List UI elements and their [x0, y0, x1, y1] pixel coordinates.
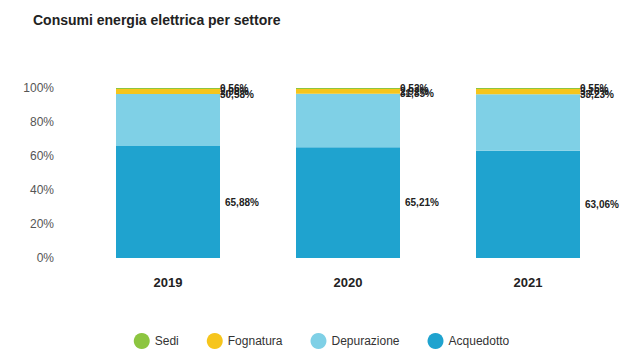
svg-text:65,88%: 65,88% — [225, 197, 259, 208]
svg-text:0,52%: 0,52% — [400, 83, 428, 94]
svg-text:Sedi: Sedi — [155, 334, 179, 348]
svg-text:2020: 2020 — [334, 275, 363, 290]
svg-text:0%: 0% — [37, 251, 55, 265]
svg-text:Acquedotto: Acquedotto — [449, 334, 510, 348]
svg-text:2019: 2019 — [154, 275, 183, 290]
svg-text:80%: 80% — [30, 115, 54, 129]
svg-text:60%: 60% — [30, 149, 54, 163]
svg-text:0,55%: 0,55% — [580, 83, 608, 94]
svg-text:63,06%: 63,06% — [585, 199, 619, 210]
svg-text:65,21%: 65,21% — [405, 197, 439, 208]
svg-text:2021: 2021 — [514, 275, 543, 290]
svg-text:20%: 20% — [30, 217, 54, 231]
svg-text:40%: 40% — [30, 183, 54, 197]
svg-text:Depurazione: Depurazione — [331, 334, 399, 348]
svg-text:Fognatura: Fognatura — [228, 334, 283, 348]
svg-text:0,56%: 0,56% — [220, 83, 248, 94]
svg-text:Consumi energia elettrica per: Consumi energia elettrica per settore — [33, 12, 281, 28]
svg-text:100%: 100% — [23, 81, 54, 95]
